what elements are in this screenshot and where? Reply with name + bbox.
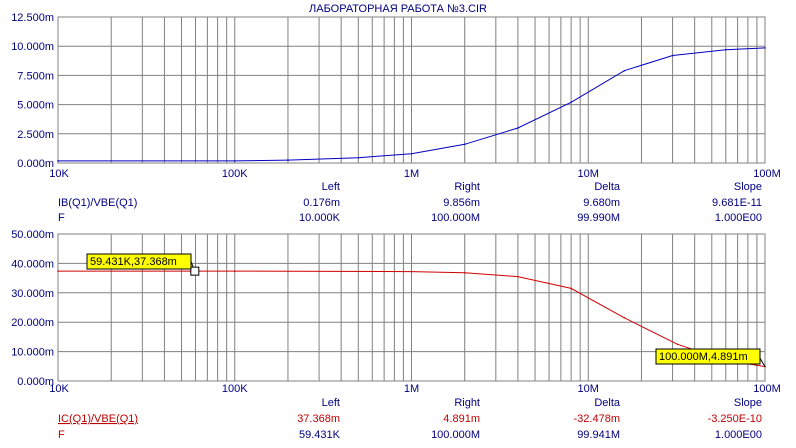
- data-point: [764, 47, 766, 49]
- readout-value: 99.990M: [577, 212, 620, 224]
- x-tick-label: 100M: [753, 383, 781, 395]
- readout-value: 10.000K: [299, 212, 341, 224]
- readout-value: 9.681E-11: [712, 197, 762, 209]
- readout-value: -32.478m: [574, 413, 620, 425]
- data-point: [287, 159, 289, 161]
- y-tick-label: 2.500m: [17, 129, 54, 141]
- readout-row-label: F: [58, 212, 65, 224]
- y-tick-label: 10.000m: [11, 347, 54, 359]
- data-point: [570, 287, 572, 290]
- data-point: [357, 156, 360, 159]
- y-tick-label: 12.500m: [11, 12, 54, 24]
- data-point: [623, 69, 626, 72]
- data-point: [623, 316, 626, 319]
- cursor-tag: [86, 253, 192, 270]
- data-point: [517, 127, 519, 129]
- readout-header: Slope: [734, 397, 762, 409]
- y-tick-label: 40.000m: [11, 258, 54, 270]
- readout-header: Delta: [594, 397, 621, 409]
- x-tick-label: 10K: [49, 168, 69, 180]
- readout-header: Right: [454, 181, 480, 193]
- cursor-marker[interactable]: [190, 266, 200, 276]
- readout-value: -3.250E-10: [708, 413, 762, 425]
- y-tick-label: 0.000m: [17, 376, 54, 388]
- x-tick-label: 100K: [222, 383, 248, 395]
- plot-frame: [57, 16, 766, 164]
- y-tick-label: 5.000m: [17, 100, 54, 112]
- x-tick-label: 100M: [753, 168, 781, 180]
- readout-header: Right: [454, 397, 480, 409]
- cursor-tag-text: 59.431K,37.368m: [90, 256, 177, 268]
- y-tick-label: 0.000m: [17, 158, 54, 170]
- x-tick-label: 10K: [49, 383, 69, 395]
- readout-header: Left: [322, 397, 340, 409]
- y-tick-label: 10.000m: [11, 41, 54, 53]
- x-tick-label: 1M: [404, 383, 419, 395]
- readout-value: 9.856m: [443, 197, 480, 209]
- x-tick-label: 100K: [222, 168, 248, 180]
- readout-value: 100.000M: [431, 212, 480, 224]
- cursor-tag: [655, 348, 761, 365]
- readout-value: 1.000E00: [715, 212, 762, 224]
- data-point: [570, 101, 572, 104]
- x-tick-label: 1M: [404, 168, 419, 180]
- data-point: [517, 275, 519, 278]
- readout-row-label: IB(Q1)/VBE(Q1): [58, 197, 137, 209]
- chart-title: ЛАБОРАТОРНАЯ РАБОТА №3.CIR: [309, 3, 487, 15]
- data-point: [463, 272, 466, 274]
- readout-value: 37.368m: [297, 413, 340, 425]
- cursor-tag-text: 100.000M,4.891m: [659, 351, 748, 363]
- plot-frame: [57, 233, 766, 382]
- y-tick-label: 7.500m: [17, 70, 54, 82]
- y-tick-label: 20.000m: [11, 317, 54, 329]
- data-point: [463, 143, 466, 146]
- readout-header: Delta: [594, 181, 621, 193]
- series-line: [58, 47, 766, 162]
- x-tick-label: 10M: [578, 383, 599, 395]
- data-point: [233, 270, 236, 272]
- readout-value: 9.680m: [583, 197, 620, 209]
- readout-header: Slope: [734, 181, 762, 193]
- readout-value: 0.176m: [303, 197, 340, 209]
- readout-value: 99.941M: [577, 429, 620, 441]
- data-point: [57, 160, 59, 162]
- data-point: [676, 343, 679, 346]
- y-tick-label: 30.000m: [11, 288, 54, 300]
- readout-row-label[interactable]: IC(Q1)/VBE(Q1): [58, 413, 138, 425]
- readout-row-label: F: [58, 429, 65, 441]
- data-point: [410, 270, 413, 273]
- readout-header: Left: [322, 181, 340, 193]
- readout-value: 4.891m: [443, 413, 480, 425]
- y-tick-label: 50.000m: [11, 229, 54, 241]
- readout-value: 1.000E00: [715, 429, 762, 441]
- data-point: [671, 54, 674, 57]
- x-tick-label: 10M: [578, 168, 599, 180]
- data-point: [410, 152, 413, 155]
- data-point: [233, 160, 236, 162]
- readout-value: 100.000M: [431, 429, 480, 441]
- readout-value: 59.431K: [299, 429, 341, 441]
- data-point: [57, 270, 59, 272]
- data-point: [724, 48, 727, 51]
